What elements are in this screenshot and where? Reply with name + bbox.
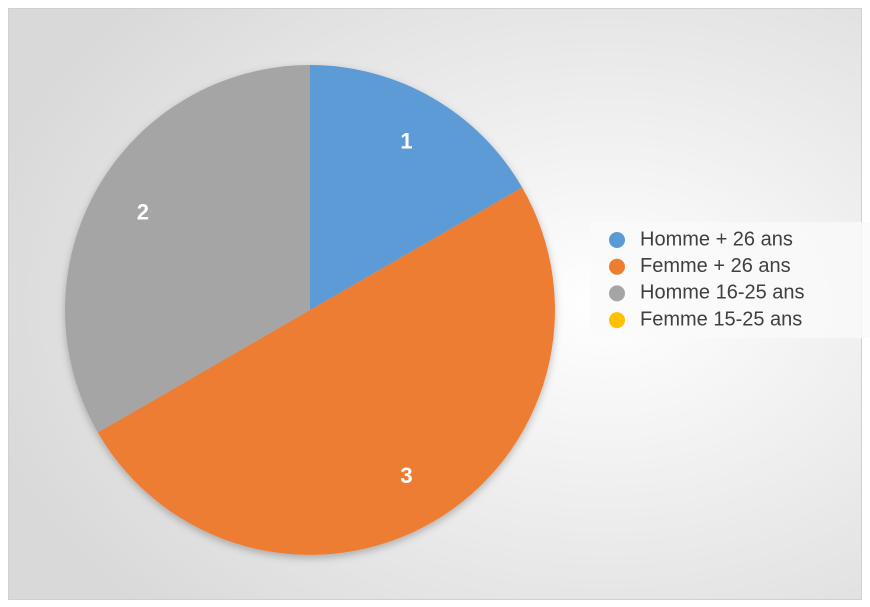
legend-marker bbox=[609, 258, 625, 275]
legend-marker bbox=[609, 312, 625, 329]
pie-slice bbox=[97, 187, 555, 555]
pie-slice bbox=[310, 65, 523, 310]
legend-marker bbox=[609, 232, 625, 248]
data-label: 2 bbox=[137, 199, 149, 224]
legend-label: Femme 15-25 ans bbox=[640, 308, 802, 330]
legend-label: Homme + 26 ans bbox=[640, 228, 793, 250]
pie bbox=[65, 65, 555, 555]
data-label: 1 bbox=[400, 129, 412, 154]
legend-box bbox=[590, 222, 870, 338]
pie-slice bbox=[65, 65, 311, 433]
legend-marker bbox=[609, 285, 625, 302]
legend-label: Homme 16-25 ans bbox=[640, 282, 805, 304]
legend-label: Femme + 26 ans bbox=[640, 255, 791, 277]
data-label: 3 bbox=[400, 463, 412, 488]
